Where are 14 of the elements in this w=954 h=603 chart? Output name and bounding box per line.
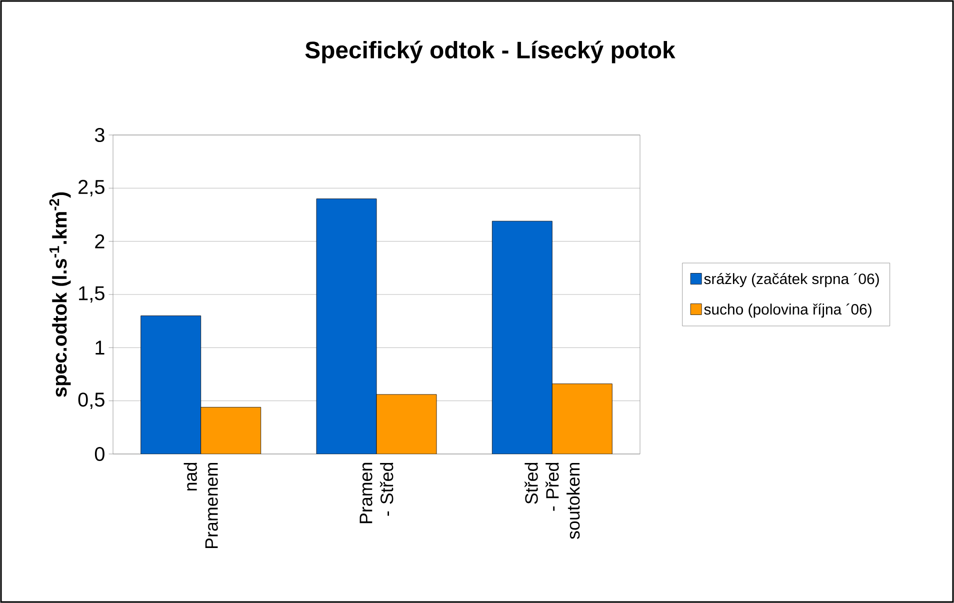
y-tick-label: 1,5: [79, 286, 104, 303]
chart-title: Specifický odtok - Lísecký potok: [305, 40, 676, 64]
x-tick-label: Pramen - Střed: [360, 462, 394, 524]
y-tick-label: 2,5: [78, 180, 104, 196]
y-axis-title: spec.odtok (l.s$^{-1}$.km$^{-2}$): [49, 192, 71, 397]
y-tick-label: 0,5: [78, 392, 104, 410]
y-tick-label: 3: [94, 128, 104, 142]
x-tick-label: Střed - Před soutokem: [524, 462, 580, 540]
x-tick-label: nad Pramenem: [184, 462, 218, 548]
y-tick-label: 2: [95, 234, 104, 248]
y-tick-label: 1: [96, 340, 104, 355]
legend-label: srážky (začátek srpna ´06): [704, 273, 879, 288]
y-tick-label: 0: [94, 446, 104, 462]
legend-label: sucho (polovina října ´06): [704, 303, 872, 318]
